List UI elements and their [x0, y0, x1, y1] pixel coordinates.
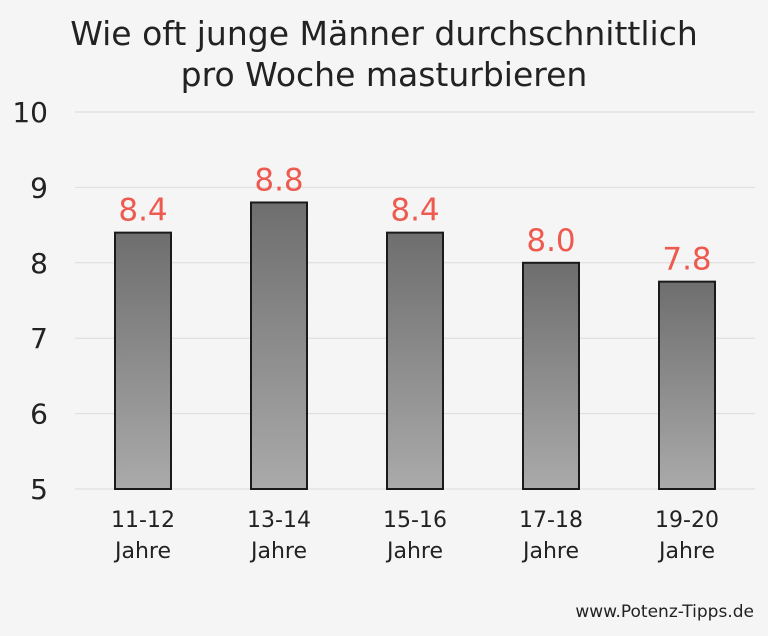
x-axis-tick-labels: 11-12 Jahre 13-14 Jahre 15-16 Jahre 17-18 Jahre… [111, 508, 719, 564]
x-tick-label: Jahre [113, 539, 171, 564]
y-tick-label: 6 [30, 398, 48, 431]
data-label: 7.8 [662, 242, 711, 278]
bar [386, 231, 444, 490]
data-label: 8.8 [254, 162, 303, 198]
data-label: 8.4 [390, 193, 439, 229]
bar [658, 280, 716, 490]
chart-title-line-1: Wie oft junge Männer durchschnittlich [70, 14, 698, 53]
y-tick-label: 8 [30, 247, 48, 280]
x-tick-label: Jahre [249, 539, 307, 564]
y-axis-tick-labels: 5 6 7 8 9 10 [12, 96, 48, 506]
bar [250, 201, 308, 490]
bar [114, 231, 172, 490]
y-tick-label: 9 [30, 171, 48, 204]
chart-title-line-2: pro Woche masturbieren [181, 55, 588, 94]
x-tick-label: 13-14 [247, 508, 311, 533]
y-tick-label: 7 [30, 322, 48, 355]
source-credit: www.Potenz-Tipps.de [575, 602, 754, 622]
x-tick-label: 15-16 [383, 508, 447, 533]
x-tick-label: 17-18 [519, 508, 583, 533]
data-label: 8.0 [526, 223, 575, 259]
x-tick-label: 11-12 [111, 508, 175, 533]
data-label: 8.4 [118, 193, 167, 229]
x-tick-label: 19-20 [655, 508, 719, 533]
x-tick-label: Jahre [521, 539, 579, 564]
y-tick-label: 10 [12, 96, 48, 129]
bar [522, 261, 580, 490]
bars [114, 201, 716, 490]
data-labels: 8.4 8.8 8.4 8.0 7.8 [118, 162, 711, 277]
x-tick-label: Jahre [657, 539, 715, 564]
x-tick-label: Jahre [385, 539, 443, 564]
y-tick-label: 5 [30, 473, 48, 506]
